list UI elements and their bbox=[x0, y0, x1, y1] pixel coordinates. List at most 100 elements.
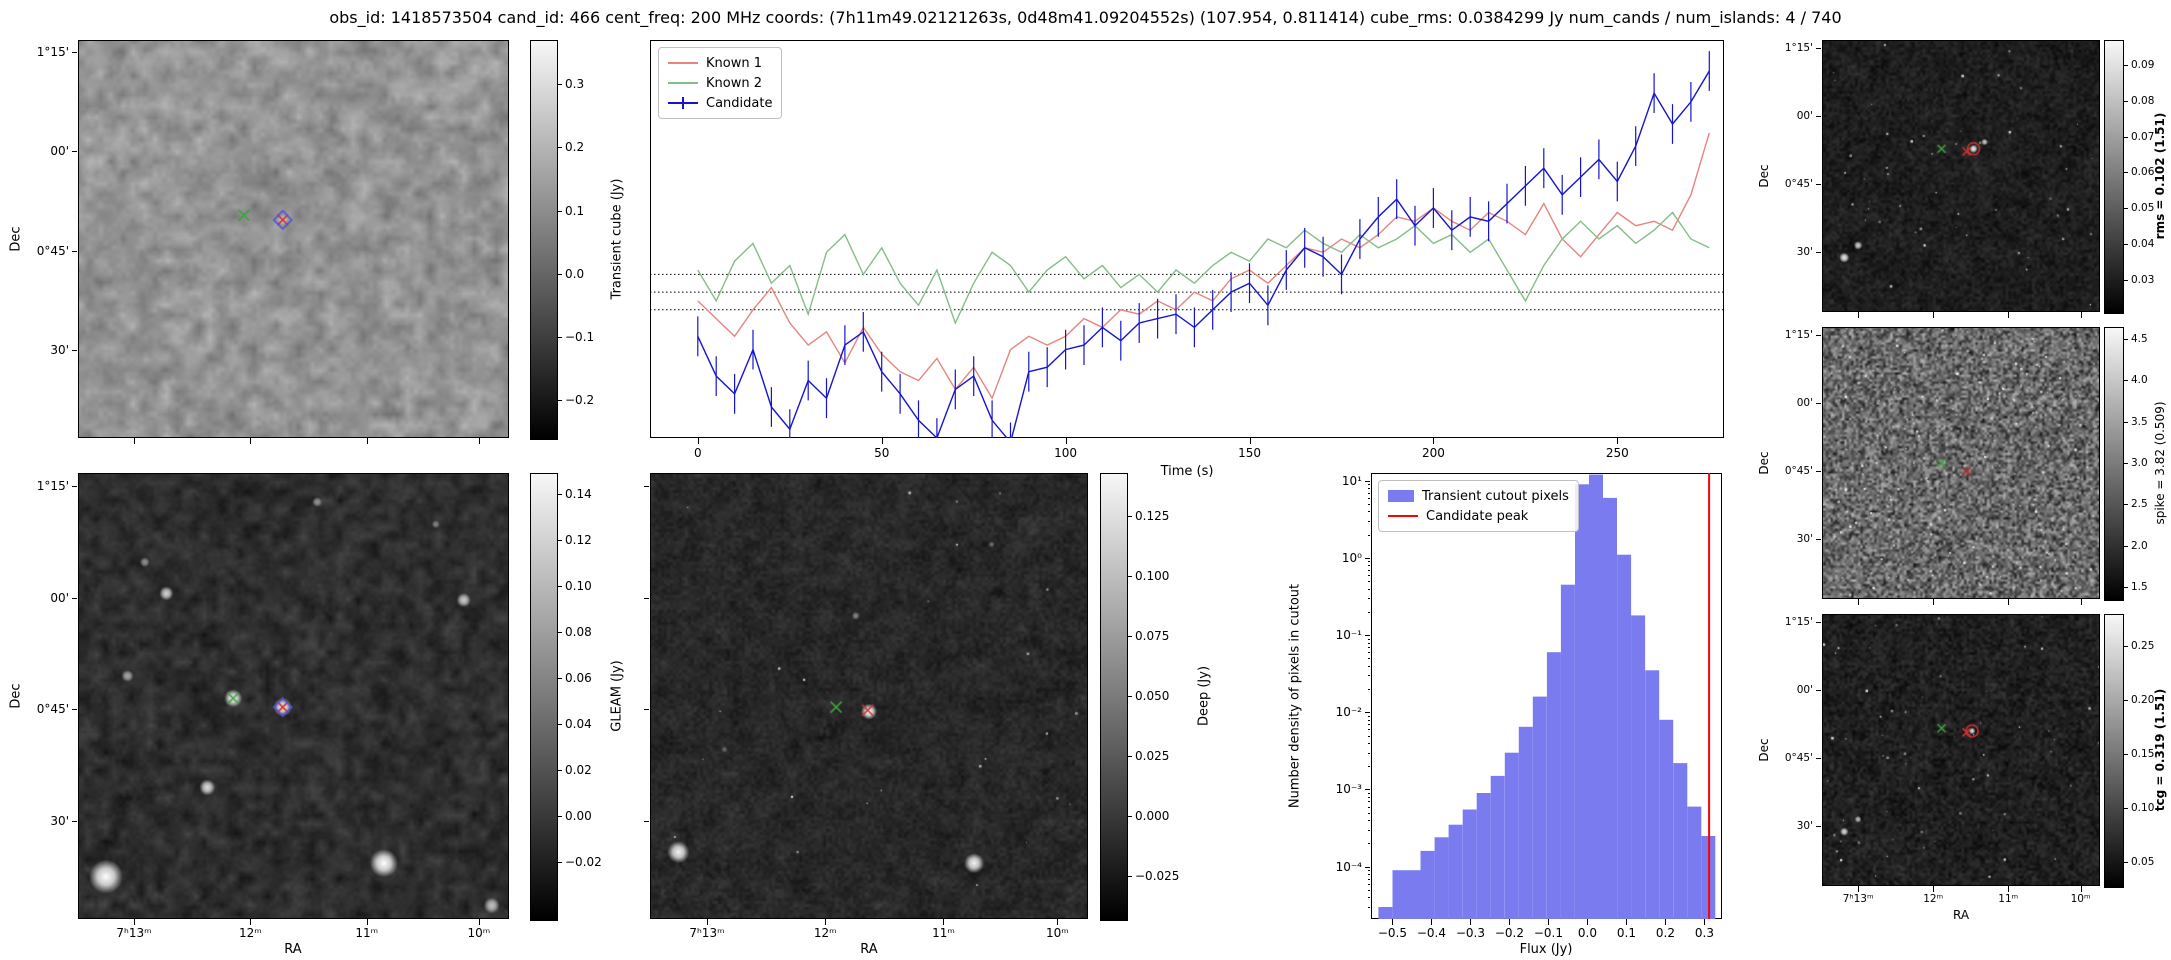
tick-mark bbox=[72, 486, 77, 488]
time-axis-label: Time (s) bbox=[1160, 464, 1214, 479]
tick-mark bbox=[2080, 599, 2082, 605]
legend-item-known2: Known 2 bbox=[668, 73, 772, 93]
tick-mark bbox=[1368, 484, 1370, 486]
tick-mark bbox=[2124, 279, 2128, 281]
tick-mark bbox=[1365, 557, 1370, 559]
known2-line-sample bbox=[668, 82, 698, 84]
tick-mark bbox=[1587, 919, 1589, 925]
tick-label: 00' bbox=[50, 144, 69, 159]
tick-mark bbox=[2124, 244, 2128, 245]
tick-mark bbox=[2080, 886, 2082, 892]
tick-mark bbox=[1858, 312, 1860, 318]
tick-mark bbox=[1933, 599, 1935, 605]
colorbar-rms bbox=[2104, 40, 2124, 314]
tick-label: −0.4 bbox=[1416, 926, 1447, 940]
tick-mark bbox=[558, 210, 562, 212]
tick-label: 1°15' bbox=[1784, 328, 1813, 341]
tick-label: 1°15' bbox=[36, 479, 69, 494]
candidate-peak-line-sample bbox=[1388, 515, 1418, 517]
tick-label: 12ᵐ bbox=[239, 926, 262, 940]
figure-title: obs_id: 1418573504 cand_id: 466 cent_fre… bbox=[329, 8, 1842, 27]
tick-label: 0.00 bbox=[565, 808, 592, 823]
tick-label: 3.0 bbox=[2131, 456, 2148, 469]
tick-mark bbox=[1816, 826, 1821, 828]
legend-label-candidate: Candidate bbox=[706, 95, 773, 111]
tick-label: 10ᵐ bbox=[1045, 926, 1069, 940]
tick-label: 30' bbox=[50, 343, 69, 358]
tick-label: 0.20 bbox=[2131, 694, 2155, 707]
legend-item-cutout-pixels: Transient cutout pixels bbox=[1388, 486, 1569, 506]
tick-label: 0.1 bbox=[565, 203, 585, 218]
tick-label: 0.25 bbox=[2131, 640, 2155, 653]
tick-mark bbox=[1368, 829, 1370, 831]
tick-label: 0.10 bbox=[565, 578, 592, 593]
tick-label: 3.5 bbox=[2131, 415, 2148, 428]
tick-mark bbox=[72, 51, 77, 53]
tick-mark bbox=[1816, 335, 1821, 337]
tick-mark bbox=[1368, 598, 1370, 600]
tick-mark bbox=[72, 597, 77, 599]
tick-label: 0.3 bbox=[1694, 926, 1714, 940]
tick-mark bbox=[1368, 724, 1370, 726]
legend-label-known2: Known 2 bbox=[706, 75, 762, 91]
tick-mark bbox=[72, 709, 77, 711]
tick-mark bbox=[1433, 438, 1435, 444]
tick-label: 0.04 bbox=[2131, 237, 2155, 250]
tick-label: 10⁻³ bbox=[1335, 782, 1362, 797]
tick-mark bbox=[2124, 208, 2128, 210]
tick-mark bbox=[1249, 438, 1251, 444]
tick-label: 150 bbox=[1238, 446, 1261, 460]
legend-item-candidate-peak: Candidate peak bbox=[1388, 506, 1569, 526]
tick-mark bbox=[558, 585, 562, 587]
tick-mark bbox=[1065, 438, 1067, 444]
tick-label: 10⁻¹ bbox=[1335, 628, 1362, 643]
ra-axis-label: RA bbox=[1952, 908, 1970, 922]
tick-mark bbox=[134, 919, 136, 925]
tick-mark bbox=[2124, 808, 2128, 810]
ra-axis-label: RA bbox=[860, 942, 878, 957]
deep-cutout-image bbox=[650, 473, 1088, 919]
tick-mark bbox=[558, 84, 562, 86]
tick-mark bbox=[1365, 866, 1370, 868]
tick-label: 0.05 bbox=[2131, 856, 2155, 868]
lightcurve-panel bbox=[650, 40, 1724, 438]
tick-mark bbox=[1365, 635, 1370, 637]
tick-mark bbox=[2124, 338, 2128, 340]
tick-mark bbox=[1816, 690, 1821, 692]
tick-mark bbox=[1470, 919, 1472, 925]
tick-mark bbox=[2124, 65, 2128, 67]
tick-mark bbox=[134, 438, 136, 444]
rms-cutout-image bbox=[1822, 40, 2100, 312]
spike-cutout-image bbox=[1822, 327, 2100, 599]
tick-label: 0.06 bbox=[2131, 166, 2155, 179]
tick-mark bbox=[1368, 638, 1370, 640]
tick-mark bbox=[2008, 312, 2010, 318]
legend-item-candidate: Candidate bbox=[668, 93, 772, 113]
tick-label: 0.05 bbox=[2131, 201, 2155, 214]
tick-mark bbox=[943, 919, 945, 925]
tick-mark bbox=[1128, 696, 1132, 697]
tick-label: 0.14 bbox=[565, 486, 592, 501]
colorbar-spike bbox=[2104, 327, 2124, 601]
tick-label: 7ʰ13ᵐ bbox=[116, 926, 152, 940]
tick-label: 00' bbox=[50, 590, 69, 605]
dec-axis-label: Dec bbox=[1757, 164, 1771, 188]
tick-mark bbox=[1128, 875, 1132, 877]
tick-mark bbox=[1665, 919, 1667, 925]
tick-label: −0.2 bbox=[1494, 926, 1525, 940]
tick-label: 0.08 bbox=[2131, 94, 2155, 107]
tick-mark bbox=[2008, 599, 2010, 605]
tick-mark bbox=[1368, 796, 1370, 798]
tick-mark bbox=[1368, 820, 1370, 822]
tick-label: 0.10 bbox=[2131, 802, 2155, 815]
tick-mark bbox=[558, 723, 562, 725]
tick-mark bbox=[1368, 715, 1370, 717]
tick-mark bbox=[1368, 743, 1370, 745]
tick-mark bbox=[1368, 665, 1370, 667]
tick-label: 10⁰ bbox=[1341, 550, 1362, 565]
spike-colorbar-label: spike = 3.82 (0.509) bbox=[2153, 401, 2167, 525]
tick-label: 0.07 bbox=[2131, 130, 2155, 143]
tick-label: 0.04 bbox=[565, 716, 592, 731]
tick-mark bbox=[1368, 689, 1370, 691]
